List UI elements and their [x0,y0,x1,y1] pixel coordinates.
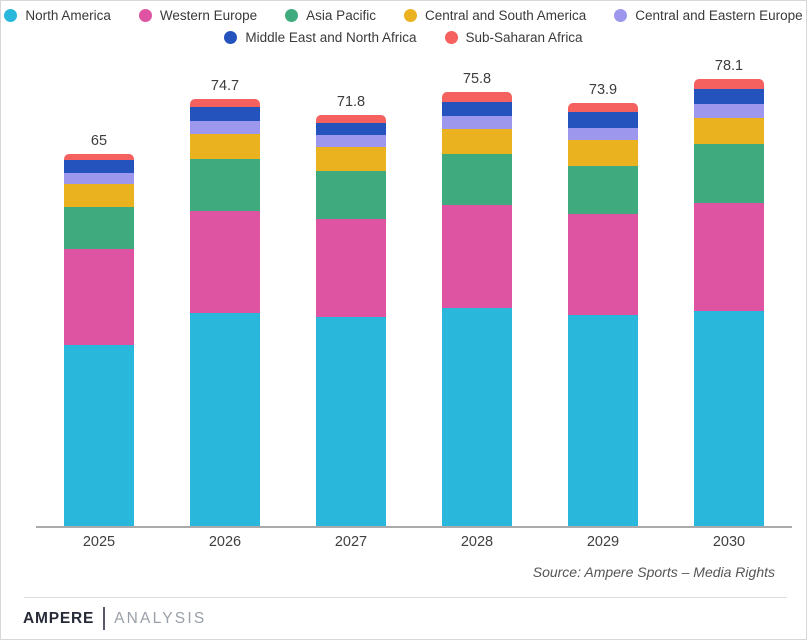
bar-segment-asia-pacific [442,153,512,206]
legend-item-western-europe: Western Europe [138,8,258,23]
legend-label: Middle East and North Africa [245,30,417,45]
x-axis-label-2030: 2030 [712,534,746,550]
bar-total-label: 71.8 [336,94,366,111]
x-axis-label-2028: 2028 [460,534,494,550]
legend-label: North America [25,8,111,23]
x-axis-label-2027: 2027 [334,534,368,550]
bar-total-label: 75.8 [462,71,492,88]
north-america-legend-dot-icon [4,9,18,22]
bar-stack [442,92,512,526]
bar-segment-central-and-eastern-europe [694,103,764,119]
bar-segment-central-and-eastern-europe [442,116,512,130]
bar-segment-central-and-eastern-europe [568,127,638,141]
bar-segment-central-and-south-america [694,118,764,144]
bar-stack [190,98,260,526]
brand-primary-text: AMPERE [23,609,95,627]
bar-segment-middle-east-and-north-africa [568,112,638,128]
central-and-eastern-europe-legend-dot-icon [614,9,628,22]
bar-segment-central-and-south-america [568,140,638,166]
bar-segment-central-and-south-america [316,146,386,172]
x-axis-label-2025: 2025 [82,534,116,550]
bar-segment-western-europe [316,218,386,317]
bar-segment-sub-saharan-africa [568,103,638,113]
bar-segment-central-and-south-america [442,129,512,154]
bar-segment-north-america [190,313,260,526]
bar-segment-asia-pacific [694,143,764,203]
bar-group-2025: 65 [64,133,134,526]
legend-label: Western Europe [159,8,258,23]
bar-segment-central-and-eastern-europe [64,173,134,185]
legend-label: Sub-Saharan Africa [465,30,583,45]
footer-divider [24,597,787,598]
bar-segment-western-europe [694,202,764,311]
bar-segment-middle-east-and-north-africa [316,123,386,136]
source-note: Source: Ampere Sports – Media Rights [532,564,775,580]
bar-segment-asia-pacific [190,158,260,211]
bar-stack [64,154,134,526]
bar-segment-north-america [694,310,764,526]
bar-total-label: 78.1 [714,58,744,75]
bar-segment-sub-saharan-africa [316,115,386,124]
western-europe-legend-dot-icon [138,9,152,22]
bar-total-label: 73.9 [588,82,618,99]
brand-logo: AMPERE ANALYSIS [23,607,206,630]
bar-segment-middle-east-and-north-africa [190,107,260,121]
legend-item-central-and-eastern-europe: Central and Eastern Europe [614,8,803,23]
asia-pacific-legend-dot-icon [285,9,299,22]
x-axis-label-2026: 2026 [208,534,242,550]
bar-segment-central-and-eastern-europe [316,135,386,147]
bar-segment-central-and-south-america [190,134,260,159]
legend-item-asia-pacific: Asia Pacific [285,8,376,23]
legend-label: Asia Pacific [306,8,376,23]
legend-item-middle-east-and-north-africa: Middle East and North Africa [224,30,417,45]
bar-segment-sub-saharan-africa [64,154,134,160]
bar-segment-western-europe [568,214,638,315]
bar-stack [568,103,638,526]
brand-separator [103,607,106,630]
bar-segment-sub-saharan-africa [190,98,260,108]
bar-segment-western-europe [442,205,512,308]
x-axis-label-2029: 2029 [586,534,620,550]
bar-segment-north-america [568,314,638,526]
bar-segment-asia-pacific [568,165,638,215]
bar-segment-north-america [442,307,512,526]
bar-group-2028: 75.8 [442,71,512,526]
bar-total-label: 65 [90,133,108,150]
bar-segment-asia-pacific [316,171,386,219]
stacked-bar-plot: 65 74.7 71.8 75.8 73.9 78.1 [36,57,792,528]
legend-row-1: North America Western Europe Asia Pacific C… [1,8,806,23]
legend-row-2: Middle East and North Africa Sub-Saharan … [1,30,806,45]
brand-secondary-text: ANALYSIS [114,609,207,627]
bar-group-2029: 73.9 [568,82,638,526]
legend: North America Western Europe Asia Pacific C… [1,8,806,52]
bar-group-2026: 74.7 [190,78,260,526]
legend-label: Central and Eastern Europe [635,8,803,23]
middle-east-and-north-africa-legend-dot-icon [224,31,238,44]
bar-total-label: 74.7 [210,77,240,94]
bar-segment-western-europe [190,210,260,314]
x-axis-labels: 2025 2026 2027 2028 2029 2030 [36,534,792,550]
bar-group-2027: 71.8 [316,94,386,526]
bar-segment-asia-pacific [64,207,134,250]
bar-segment-middle-east-and-north-africa [694,88,764,104]
bar-segment-central-and-eastern-europe [190,120,260,135]
bar-segment-north-america [64,345,134,526]
sub-saharan-africa-legend-dot-icon [444,31,458,44]
bar-stack [316,115,386,526]
central-and-south-america-legend-dot-icon [403,9,417,22]
bar-stack [694,79,764,526]
legend-item-sub-saharan-africa: Sub-Saharan Africa [444,30,583,45]
bar-segment-western-europe [64,249,134,346]
bar-segment-sub-saharan-africa [694,79,764,89]
bar-segment-central-and-south-america [64,184,134,208]
bar-group-2030: 78.1 [694,58,764,526]
legend-label: Central and South America [424,8,587,23]
bar-segment-north-america [316,316,386,526]
bar-segment-middle-east-and-north-africa [64,159,134,174]
bar-segment-middle-east-and-north-africa [442,101,512,117]
bar-segment-sub-saharan-africa [442,92,512,102]
legend-item-north-america: North America [4,8,111,23]
legend-item-central-and-south-america: Central and South America [403,8,587,23]
